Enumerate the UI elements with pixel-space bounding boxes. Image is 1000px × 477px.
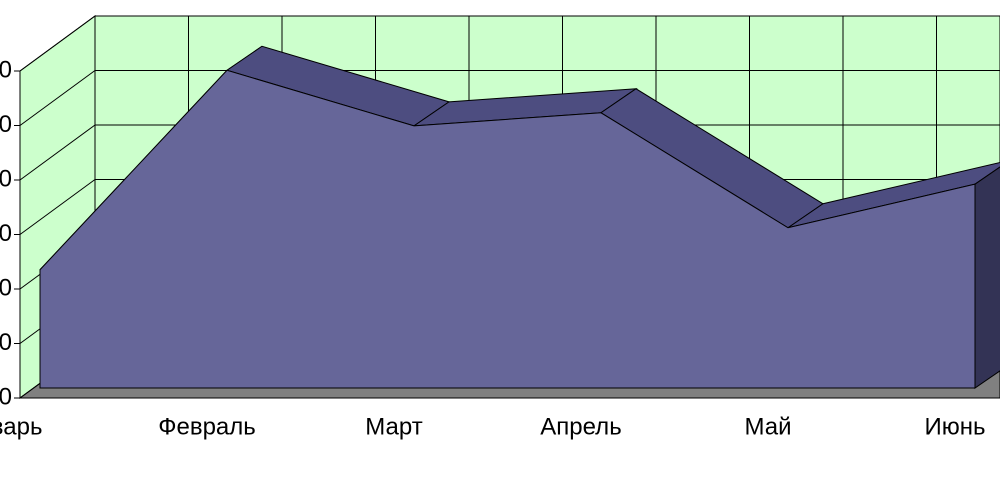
x-tick-label: Февраль [158,413,256,440]
grid-line [19,70,96,126]
grid-line [19,124,96,181]
x-tick-label: Апрель [540,413,621,440]
y-tick-label: 0 [0,220,12,247]
x-tick-label: нварь [0,413,42,440]
x-tick-label: Июнь [924,413,985,440]
y-tick-label: 0 [0,56,12,83]
x-tick-label: Май [744,413,791,440]
y-tick-label: 0 [0,111,12,138]
grid-line [19,179,96,235]
x-tick-label: Март [365,413,422,440]
y-tick-label: 0 [0,165,12,192]
area-side-face [974,166,1000,389]
y-tick-label: 0 [0,383,12,410]
grid-line [19,15,96,72]
y-tick-label: 0 [0,329,12,356]
area [39,69,976,389]
y-tick-label: 0 [0,274,12,301]
